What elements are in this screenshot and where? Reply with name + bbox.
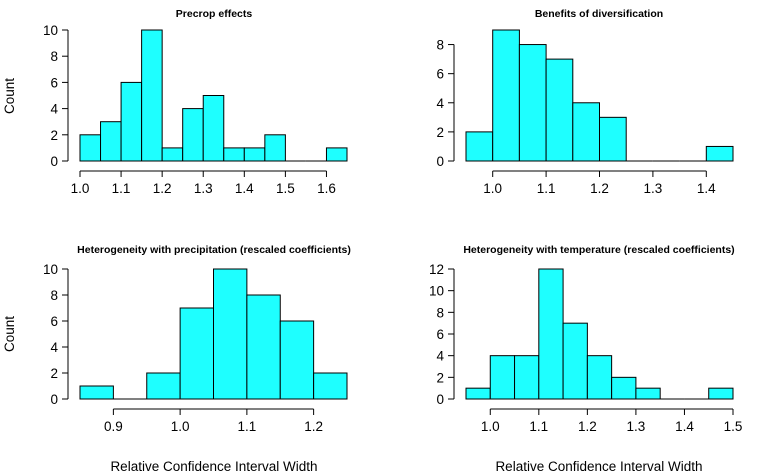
histogram-bar xyxy=(264,134,286,162)
x-axis-label: Relative Confidence Interval Width xyxy=(110,459,317,474)
x-tick-label: 1.5 xyxy=(276,181,295,196)
panel-heterogeneity-precipitation: Heterogeneity with precipitation (rescal… xyxy=(2,244,351,474)
histogram-bar xyxy=(120,81,143,162)
x-tick-label: 1.4 xyxy=(675,419,694,434)
x-tick-label: 1.1 xyxy=(112,181,131,196)
histogram-bar xyxy=(545,58,574,162)
histogram-bar xyxy=(586,355,613,400)
y-tick-label: 2 xyxy=(50,128,58,143)
chart-title: Precrop effects xyxy=(176,8,253,20)
histogram-bar xyxy=(79,134,102,162)
x-tick-label: 1.3 xyxy=(644,181,663,196)
y-tick-label: 6 xyxy=(436,327,444,342)
x-tick-label: 1.1 xyxy=(237,419,256,434)
histogram-bar xyxy=(279,320,315,400)
y-axis-label: Count xyxy=(2,316,17,352)
histogram-bar xyxy=(562,322,588,400)
x-tick-label: 1.6 xyxy=(317,181,336,196)
histogram-bar xyxy=(611,376,637,400)
x-tick-label: 1.2 xyxy=(590,181,609,196)
histogram-bar xyxy=(213,268,248,400)
x-tick-label: 1.1 xyxy=(529,419,548,434)
x-tick-label: 1.2 xyxy=(304,419,323,434)
histogram-bar xyxy=(599,116,627,162)
y-axis-label: Count xyxy=(2,78,17,114)
histogram-bar xyxy=(572,102,600,162)
y-tick-label: 4 xyxy=(50,102,58,117)
x-tick-label: 1.0 xyxy=(71,181,90,196)
x-tick-label: 1.4 xyxy=(697,181,716,196)
y-tick-label: 6 xyxy=(50,75,58,90)
histogram-bar xyxy=(514,355,540,400)
histogram-bar xyxy=(635,387,661,400)
histogram-bar xyxy=(489,355,516,400)
y-tick-label: 4 xyxy=(50,340,58,355)
histogram-bar xyxy=(141,29,163,162)
histogram-bar xyxy=(465,131,494,162)
histogram-bar xyxy=(243,147,266,162)
histogram-bar xyxy=(100,121,122,162)
y-tick-label: 10 xyxy=(43,23,58,38)
panel-benefits-of-diversification: Benefits of diversification 1.0 1.1 1.2 1.3… xyxy=(436,8,734,196)
y-tick-label: 12 xyxy=(429,262,444,277)
x-tick-label: 1.2 xyxy=(578,419,597,434)
histogram-bar xyxy=(705,145,734,162)
x-tick-label: 1.0 xyxy=(481,419,500,434)
x-axis-label: Relative Confidence Interval Width xyxy=(495,459,702,474)
y-tick-label: 6 xyxy=(436,67,444,82)
y-tick-label: 6 xyxy=(50,314,58,329)
y-tick-label: 8 xyxy=(50,49,58,64)
histogram-bar xyxy=(161,147,184,162)
histogram-bar xyxy=(179,307,214,400)
histogram-bar xyxy=(246,294,281,400)
histogram-bar xyxy=(518,44,547,162)
histogram-bar xyxy=(325,147,348,162)
y-tick-label: 2 xyxy=(50,366,58,381)
x-tick-label: 1.0 xyxy=(483,181,502,196)
y-tick-label: 2 xyxy=(436,125,444,140)
histogram-bar xyxy=(223,147,245,162)
panel-heterogeneity-temperature: Heterogeneity with temperature (rescaled… xyxy=(429,244,742,474)
x-tick-label: 1.3 xyxy=(627,419,646,434)
chart-title: Heterogeneity with temperature (rescaled… xyxy=(463,244,734,256)
x-tick-label: 1.4 xyxy=(235,181,254,196)
chart-title: Heterogeneity with precipitation (rescal… xyxy=(77,244,351,256)
y-tick-label: 4 xyxy=(436,349,444,364)
y-tick-label: 8 xyxy=(436,305,444,320)
y-tick-label: 0 xyxy=(436,392,444,407)
y-tick-label: 8 xyxy=(436,38,444,53)
y-tick-label: 0 xyxy=(50,392,58,407)
x-tick-label: 1.2 xyxy=(153,181,172,196)
y-tick-label: 0 xyxy=(436,154,444,169)
x-tick-label: 1.3 xyxy=(194,181,213,196)
histogram-bar xyxy=(202,95,225,162)
histogram-bar xyxy=(708,387,734,400)
histogram-bar xyxy=(79,385,114,400)
histogram-bar xyxy=(182,108,204,162)
histogram-bar xyxy=(492,29,520,162)
chart-title: Benefits of diversification xyxy=(535,8,663,20)
y-tick-label: 4 xyxy=(436,96,444,111)
panel-precrop-effects: Precrop effects Count 1.0 1.1 1.2 1.3 1.4 1.5… xyxy=(2,8,348,196)
y-tick-label: 8 xyxy=(50,288,58,303)
x-tick-label: 1.5 xyxy=(724,419,743,434)
histogram-bar xyxy=(465,387,491,400)
y-tick-label: 10 xyxy=(43,262,58,277)
histogram-bar xyxy=(313,372,348,400)
y-tick-label: 10 xyxy=(429,284,444,299)
y-tick-label: 0 xyxy=(50,154,58,169)
histogram-bar xyxy=(538,268,564,400)
y-tick-label: 2 xyxy=(436,370,444,385)
histogram-bar xyxy=(146,372,181,400)
x-tick-label: 0.9 xyxy=(104,419,123,434)
x-tick-label: 1.1 xyxy=(537,181,556,196)
x-tick-label: 1.0 xyxy=(171,419,190,434)
